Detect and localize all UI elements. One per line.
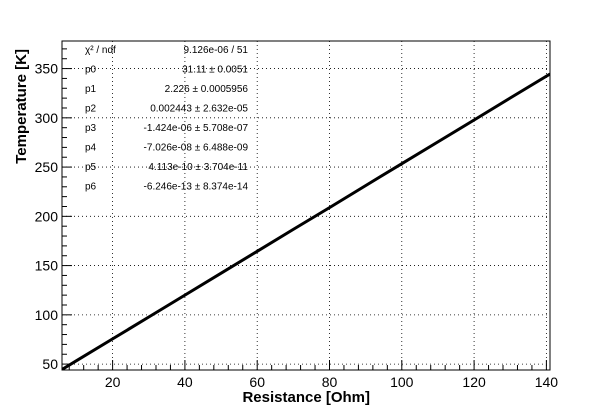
stats-value: -7.026e-08 ± 6.488e-09 [144,143,249,154]
stats-label: p4 [85,143,97,154]
y-tick-label: 250 [35,159,59,175]
stats-value: 31.11 ± 0.0051 [182,65,248,76]
x-tick-label: 140 [535,374,559,390]
stats-label: χ² / ndf [85,45,116,56]
y-tick-label: 350 [35,61,59,77]
series-layer [62,72,550,370]
y-tick-label: 200 [35,208,59,224]
x-tick-label: 80 [322,374,338,390]
y-axis-title: Temperature [K] [13,49,30,164]
y-tick-label: 100 [35,307,59,323]
stats-label: p1 [85,84,97,95]
stats-label: p2 [85,104,97,115]
stats-label: p0 [85,65,97,76]
stats-label: p6 [85,182,97,193]
plot-frame [61,40,551,371]
stats-box: χ² / ndf 9.126e-06 / 51 p0 31.11 ± 0.0051 p1… [85,45,248,193]
stats-value: 9.126e-06 / 51 [184,45,249,56]
x-axis-title: Resistance [Ohm] [242,389,370,406]
stats-value: 0.002443 ± 2.632e-05 [150,104,248,115]
x-tick-label: 60 [249,374,265,390]
stats-value: -6.246e-13 ± 8.374e-14 [144,182,249,193]
stats-value: 2.226 ± 0.0005956 [165,84,249,95]
stats-value: -1.424e-06 ± 5.708e-07 [144,123,249,134]
x-tick-label: 20 [105,374,121,390]
y-tick-label: 150 [35,258,59,274]
grid-layer [62,41,550,370]
stats-label: p3 [85,123,97,134]
stats-label: p5 [85,162,97,173]
tick-layer: 20 40 60 80 100 120 140 50 100 150 200 250 300 350 [35,48,559,390]
x-tick-label: 40 [177,374,193,390]
x-tick-label: 100 [390,374,414,390]
series-line [62,72,550,370]
y-tick-label: 300 [35,110,59,126]
x-tick-label: 120 [462,374,486,390]
stats-value: 4.113e-10 ± 3.704e-11 [148,162,248,173]
y-tick-label: 50 [42,356,58,372]
